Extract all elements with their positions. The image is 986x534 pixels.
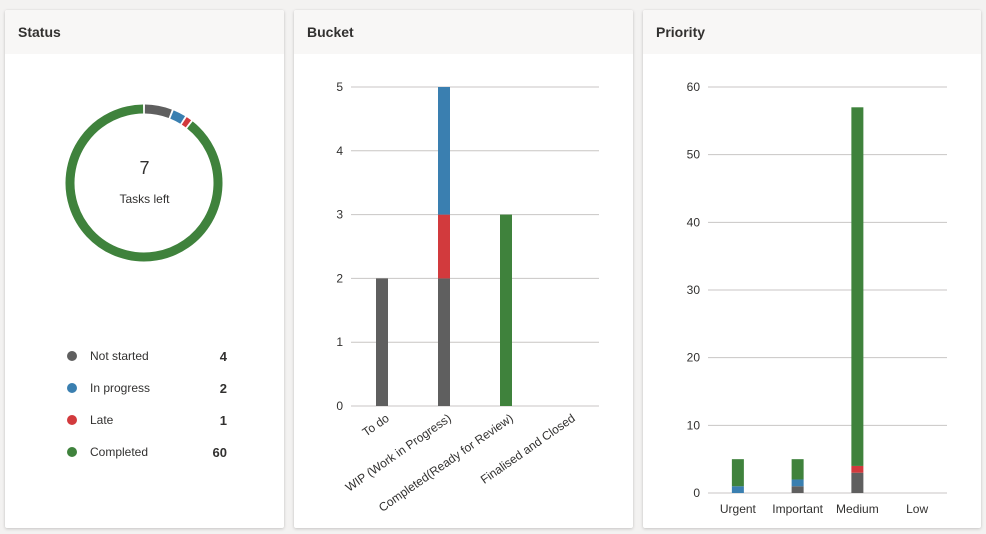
- priority-card-title: Priority: [643, 10, 981, 54]
- status-donut-chart: 7 Tasks left: [5, 54, 284, 294]
- status-donut-svg: [65, 104, 223, 262]
- bar-segment-late[interactable]: [851, 465, 864, 473]
- bar-segment-completed[interactable]: [851, 107, 864, 466]
- y-tick-label: 20: [687, 351, 701, 365]
- x-tick-label: Important: [772, 502, 823, 516]
- legend-dot: [67, 447, 77, 457]
- bar-segment-not-started[interactable]: [376, 278, 388, 406]
- bar-segment-in-progress[interactable]: [438, 87, 450, 215]
- y-tick-label: 10: [687, 418, 701, 432]
- status-legend: Not started 4 In progress 2 Late 1 Compl…: [67, 340, 227, 468]
- x-tick-label: Medium: [836, 502, 879, 516]
- legend-item-late[interactable]: Late 1: [67, 404, 227, 436]
- tasks-left-label: Tasks left: [119, 192, 170, 206]
- y-tick-label: 1: [336, 335, 343, 349]
- donut-slice-completed[interactable]: [65, 104, 223, 262]
- bar-segment-completed[interactable]: [500, 214, 512, 406]
- y-tick-label: 0: [693, 486, 700, 500]
- bucket-card-title: Bucket: [294, 10, 633, 54]
- priority-card: Priority 0 10 20 30 40 50 60 Urgent Important Med…: [643, 10, 981, 528]
- y-tick-label: 3: [336, 208, 343, 222]
- bar-segment-completed[interactable]: [791, 459, 804, 480]
- bar-segment-completed[interactable]: [731, 459, 744, 487]
- legend-label: Completed: [90, 445, 149, 459]
- y-tick-label: 2: [336, 271, 343, 285]
- x-tick-label: WIP (Work in Progress): [343, 411, 454, 494]
- x-tick-label: Low: [906, 502, 928, 516]
- status-card-title: Status: [5, 10, 284, 54]
- legend-count: 4: [219, 348, 227, 364]
- x-tick-label: Urgent: [720, 502, 757, 516]
- y-tick-label: 5: [336, 80, 343, 94]
- status-card: Status 7 Tasks left Not started 4 In pro…: [5, 10, 284, 528]
- donut-slice-not-started[interactable]: [144, 104, 172, 119]
- legend-label: Not started: [90, 349, 149, 363]
- legend-dot: [67, 415, 77, 425]
- bar-segment-not-started[interactable]: [438, 278, 450, 406]
- y-tick-label: 50: [687, 148, 701, 162]
- donut-slice-late[interactable]: [181, 117, 192, 128]
- y-tick-label: 30: [687, 283, 701, 297]
- legend-label: Late: [90, 413, 114, 427]
- legend-item-completed[interactable]: Completed 60: [67, 436, 227, 468]
- legend-item-not-started[interactable]: Not started 4: [67, 340, 227, 372]
- legend-label: In progress: [90, 381, 151, 395]
- bar-segment-in-progress[interactable]: [791, 479, 804, 487]
- legend-count: 2: [219, 380, 227, 396]
- bar-segment-not-started[interactable]: [851, 472, 864, 493]
- legend-count: 1: [219, 412, 227, 428]
- priority-bar-chart: 0 10 20 30 40 50 60 Urgent Important Medium Low: [687, 80, 947, 516]
- bar-segment-in-progress[interactable]: [731, 486, 744, 493]
- legend-dot: [67, 351, 77, 361]
- y-tick-label: 60: [687, 80, 701, 94]
- legend-item-in-progress[interactable]: In progress 2: [67, 372, 227, 404]
- x-tick-label: To do: [360, 411, 392, 439]
- legend-dot: [67, 383, 77, 393]
- legend-count: 60: [212, 444, 227, 460]
- bucket-card: Bucket 0 1 2 3 4 5 To do WIP (Work in Progress)…: [294, 10, 633, 528]
- y-tick-label: 0: [336, 399, 343, 413]
- y-tick-label: 4: [336, 144, 343, 158]
- bar-segment-not-started[interactable]: [791, 486, 804, 493]
- donut-slice-in-progress[interactable]: [170, 110, 186, 124]
- bar-segment-late[interactable]: [438, 214, 450, 279]
- y-tick-label: 40: [687, 215, 701, 229]
- tasks-left-count: 7: [139, 158, 150, 178]
